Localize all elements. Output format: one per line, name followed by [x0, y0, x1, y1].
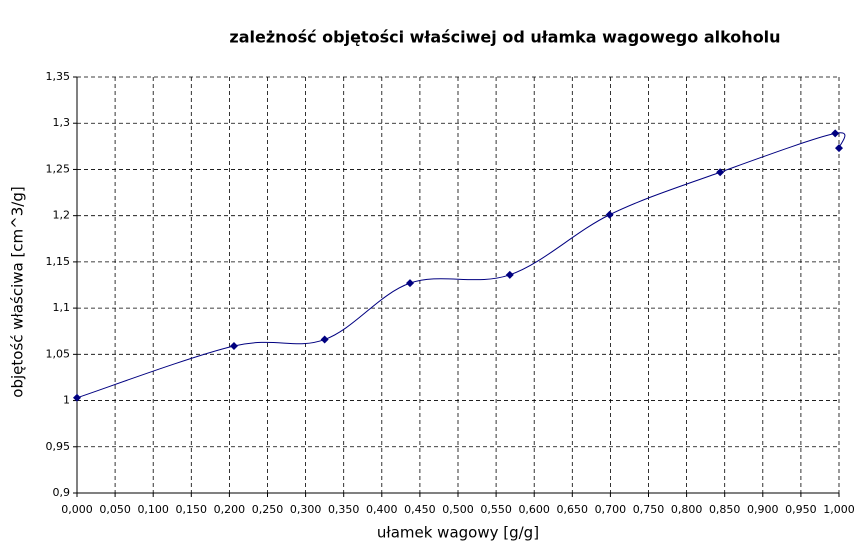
y-tick-label: 1,35 [46, 70, 71, 83]
y-tick-label: 1,05 [46, 347, 71, 360]
y-tick-label: 1,25 [46, 162, 71, 175]
x-tick-label: 0,150 [176, 503, 208, 516]
x-tick-label: 0,300 [290, 503, 322, 516]
point [320, 335, 329, 344]
x-tick-label: 0,200 [214, 503, 246, 516]
y-tick-label: 1 [63, 394, 70, 407]
x-tick-label: 0,750 [633, 503, 665, 516]
y-tick-label: 1,3 [53, 116, 71, 129]
x-tick-label: 0,600 [518, 503, 550, 516]
x-tick-label: 0,700 [595, 503, 627, 516]
x-tick-label: 0,100 [137, 503, 169, 516]
x-tick-label: 0,450 [404, 503, 436, 516]
x-tick-label: 1,000 [823, 503, 855, 516]
y-tick-label: 0,95 [46, 440, 71, 453]
x-tick-label: 0,350 [328, 503, 360, 516]
x-tick-label: 0,250 [252, 503, 284, 516]
x-tick-label: 0,950 [785, 503, 817, 516]
y-tick-label: 0,9 [53, 486, 71, 499]
point [405, 279, 414, 288]
x-tick-label: 0,850 [709, 503, 741, 516]
point [505, 270, 514, 279]
x-tick-label: 0,500 [442, 503, 474, 516]
point [605, 210, 614, 219]
x-tick-label: 0,800 [671, 503, 703, 516]
x-tick-label: 0,050 [99, 503, 131, 516]
point [831, 129, 840, 138]
chart-title: zależność objętości właściwej od ułamka … [229, 28, 780, 47]
point [835, 144, 843, 153]
x-tick-label: 0,900 [747, 503, 779, 516]
y-tick-label: 1,1 [53, 301, 71, 314]
x-tick-label: 0,000 [61, 503, 93, 516]
point [229, 342, 238, 351]
x-axis-label: ułamek wagowy [g/g] [377, 524, 539, 542]
x-tick-label: 0,400 [366, 503, 398, 516]
x-tick-label: 0,650 [557, 503, 589, 516]
series-line [76, 132, 846, 399]
x-tick-label: 0,550 [480, 503, 512, 516]
y-tick-label: 1,2 [53, 209, 71, 222]
point [73, 393, 81, 402]
point [716, 168, 725, 177]
y-tick-label: 1,15 [46, 255, 71, 268]
y-axis-label: objętość właściwa [cm^3/g] [9, 186, 27, 397]
